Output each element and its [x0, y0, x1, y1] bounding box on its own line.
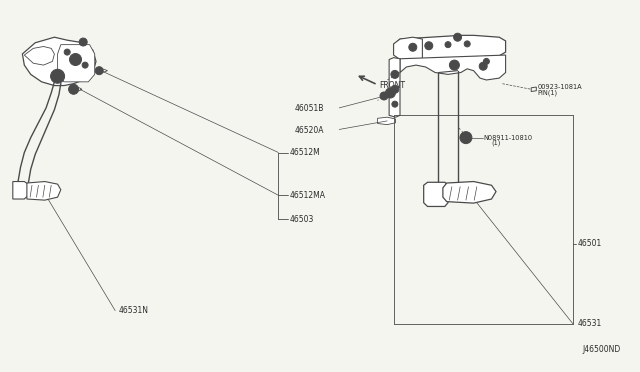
Circle shape [460, 132, 472, 144]
Circle shape [391, 70, 399, 78]
Text: 46501: 46501 [578, 239, 602, 248]
Circle shape [64, 49, 70, 55]
Circle shape [479, 62, 487, 70]
Polygon shape [389, 58, 400, 117]
Circle shape [463, 135, 469, 141]
Text: (1): (1) [492, 140, 501, 147]
Circle shape [70, 54, 81, 65]
Text: 46531N: 46531N [118, 306, 148, 315]
Polygon shape [443, 182, 496, 203]
Polygon shape [13, 182, 28, 199]
Circle shape [409, 43, 417, 51]
Polygon shape [24, 46, 54, 65]
Polygon shape [378, 117, 396, 125]
Circle shape [449, 60, 460, 70]
Polygon shape [424, 182, 448, 206]
Text: 46503: 46503 [290, 215, 314, 224]
Text: 46512MA: 46512MA [290, 191, 326, 200]
Polygon shape [394, 37, 422, 60]
Text: J46500ND: J46500ND [582, 345, 621, 354]
Circle shape [68, 84, 79, 94]
Circle shape [79, 38, 87, 46]
Text: 46512M: 46512M [290, 148, 321, 157]
Circle shape [483, 58, 490, 64]
Text: 00923-1081A: 00923-1081A [538, 84, 582, 90]
Polygon shape [394, 35, 506, 60]
Text: PIN(1): PIN(1) [538, 89, 557, 96]
Circle shape [54, 73, 61, 79]
Circle shape [82, 62, 88, 68]
Circle shape [385, 88, 396, 98]
Circle shape [380, 92, 388, 100]
Circle shape [454, 33, 461, 41]
Polygon shape [22, 37, 96, 86]
Polygon shape [27, 182, 61, 200]
Polygon shape [70, 88, 82, 91]
Circle shape [51, 69, 65, 83]
Text: 46531: 46531 [578, 319, 602, 328]
Circle shape [391, 85, 399, 93]
Text: 46051B: 46051B [294, 104, 324, 113]
Circle shape [464, 41, 470, 47]
Circle shape [425, 42, 433, 50]
Text: FRONT: FRONT [380, 81, 406, 90]
Circle shape [95, 67, 103, 75]
Circle shape [392, 101, 398, 107]
Text: N08911-10810: N08911-10810 [484, 135, 533, 141]
Polygon shape [400, 55, 506, 80]
Text: 46520A: 46520A [294, 126, 324, 135]
Polygon shape [58, 45, 95, 82]
Circle shape [445, 42, 451, 48]
Circle shape [72, 57, 79, 62]
Polygon shape [96, 69, 108, 72]
